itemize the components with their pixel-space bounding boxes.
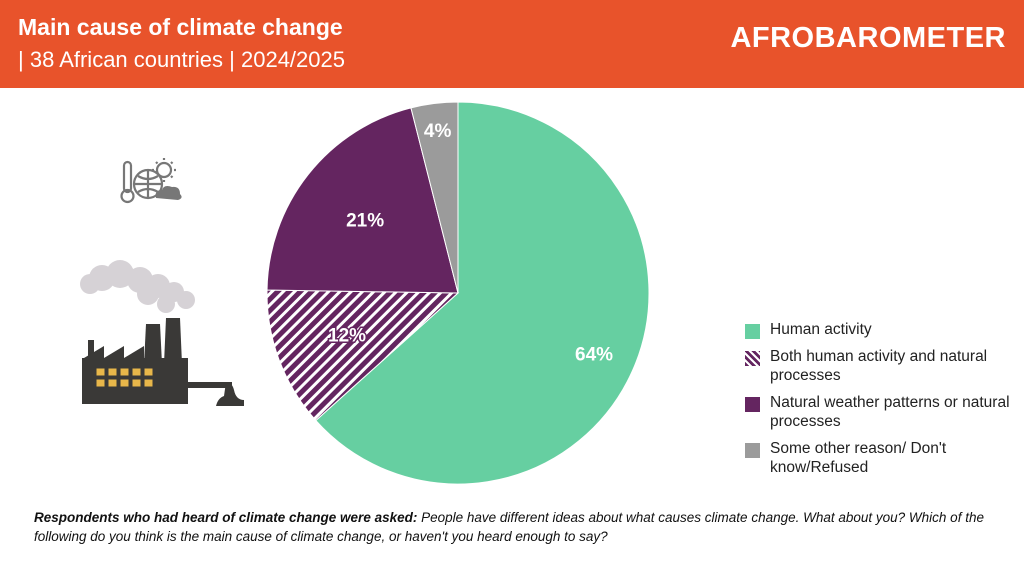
legend-swatch [745, 397, 760, 412]
pie-slice-2 [266, 107, 459, 294]
slice-label-2: 21% [346, 211, 384, 232]
footnote-text: People have different ideas about what c… [34, 510, 984, 544]
legend-label: Human activity [770, 321, 872, 338]
legend-item-human-activity: Human activity [745, 320, 1010, 339]
chart-subtitle: | 38 African countries | 2024/2025 [18, 47, 345, 72]
legend-item-both: Both human activity and natural processe… [745, 347, 1010, 385]
slice-label-0: 64% [575, 345, 613, 366]
legend-item-other: Some other reason/ Don't know/Refused [745, 439, 1010, 477]
legend-label: Some other reason/ Don't know/Refused [770, 440, 947, 476]
legend-label: Both human activity and natural processe… [770, 348, 988, 384]
legend-swatch-hatched [745, 351, 760, 366]
header-banner: Main cause of climate change | 38 Africa… [0, 0, 1024, 88]
brand-logo: AFROBAROMETER [730, 22, 1006, 54]
legend-item-natural: Natural weather patterns or natural proc… [745, 393, 1010, 431]
legend-swatch [745, 324, 760, 339]
pie-slice-1 [266, 289, 460, 422]
pie-slice-3 [410, 101, 459, 294]
legend-label: Natural weather patterns or natural proc… [770, 394, 1010, 430]
slice-label-1: 12% [328, 325, 366, 346]
question-footnote: Respondents who had heard of climate cha… [34, 508, 994, 546]
chart-title: Main cause of climate change [18, 14, 343, 40]
factory-icon [80, 260, 244, 406]
legend-swatch [745, 443, 760, 458]
footnote-lead: Respondents who had heard of climate cha… [34, 510, 418, 525]
chart-legend: Human activity Both human activity and n… [745, 320, 1010, 485]
thermometer-globe-sun-icon [120, 158, 182, 204]
pie-slice-0 [315, 101, 650, 485]
slice-label-3: 4% [424, 121, 452, 142]
